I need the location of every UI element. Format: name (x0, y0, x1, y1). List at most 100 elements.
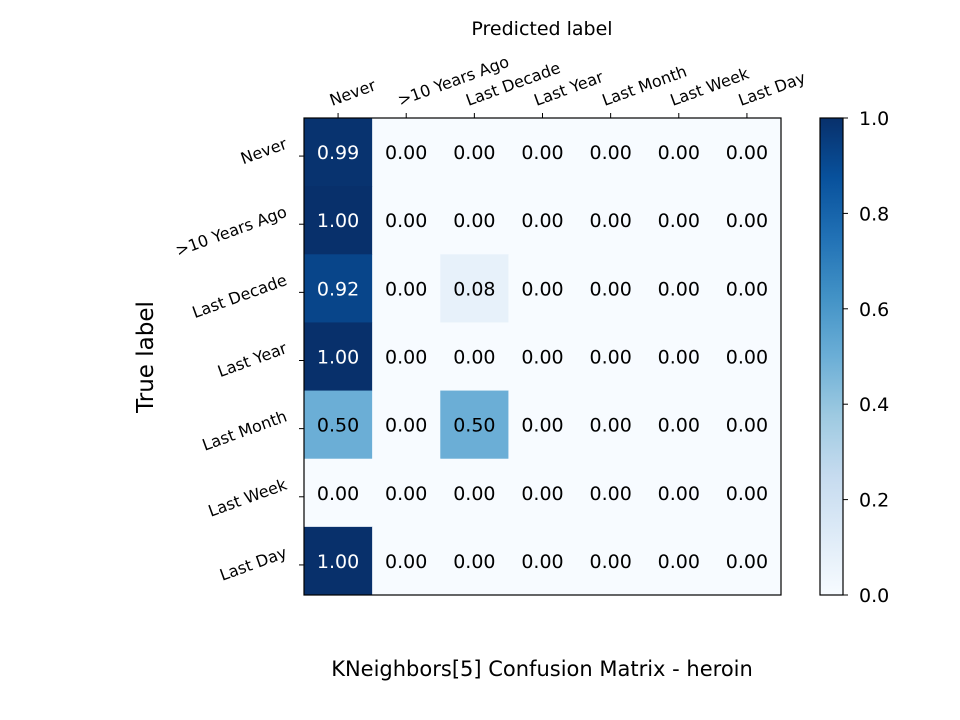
colorbar-ticks: 0.0 0.2 0.4 0.6 0.8 1.0 (843, 108, 889, 607)
cell-value-label: 0.92 (317, 278, 359, 300)
heatmap-cell (576, 458, 646, 528)
heatmap-cell (304, 118, 373, 187)
y-tick-label: Last Day (217, 543, 289, 585)
heatmap-cell (508, 458, 578, 528)
cell-value-label: 0.00 (453, 142, 495, 164)
cell-value-label: 0.00 (521, 142, 563, 164)
heatmap-cell (712, 390, 782, 460)
heatmap-cell (508, 186, 578, 255)
heatmap-cell (304, 390, 373, 460)
heatmap-cell (372, 186, 441, 255)
cell-value-label: 0.00 (453, 551, 495, 573)
heatmap-cell (372, 118, 441, 187)
cell-value-label: 0.00 (385, 551, 427, 573)
heatmap-cell (440, 254, 509, 323)
heatmap-cell (644, 458, 714, 528)
colorbar-tick-label: 0.6 (859, 299, 889, 321)
y-tick-label: Last Decade (190, 270, 290, 322)
heatmap-cell (644, 390, 714, 460)
cell-value-label: 0.00 (589, 278, 631, 300)
cell-value-label: 0.00 (726, 210, 768, 232)
colorbar-tick-label: 0.2 (859, 490, 889, 512)
cell-value-label: 0.50 (453, 415, 495, 437)
colorbar-frame (819, 117, 844, 596)
heatmap-cell (508, 118, 578, 187)
heatmap-cell (508, 254, 578, 323)
colorbar (820, 118, 843, 595)
cell-value-label: 0.00 (385, 483, 427, 505)
y-axis-ticks: Never >10 Years Ago Last Decade Last Year La… (173, 134, 304, 585)
cell-value-label: 0.00 (726, 483, 768, 505)
cell-value-label: 0.00 (658, 142, 700, 164)
heatmap-cell (440, 458, 509, 528)
chart-title: KNeighbors[5] Confusion Matrix - heroin (331, 657, 753, 681)
heatmap-cell (712, 526, 782, 596)
cell-value-label: 0.00 (658, 483, 700, 505)
heatmap-cell (304, 526, 373, 596)
y-tick-label: Never (238, 134, 290, 168)
y-tick-label: >10 Years Ago (173, 202, 289, 260)
cell-value-label: 0.00 (521, 551, 563, 573)
cell-value-label: 0.00 (589, 142, 631, 164)
colorbar-tick-label: 1.0 (859, 108, 889, 130)
cell-value-label: 0.00 (726, 278, 768, 300)
heatmap-cell (372, 390, 441, 460)
heatmap-cell (644, 322, 714, 392)
x-axis-title: Predicted label (471, 18, 612, 40)
heatmap-cell (440, 118, 509, 187)
cell-value-label: 0.00 (726, 551, 768, 573)
cell-value-label: 0.00 (726, 415, 768, 437)
cell-value-label: 0.00 (726, 347, 768, 369)
heatmap-cell (576, 526, 646, 596)
cell-value-label: 1.00 (317, 551, 359, 573)
cell-value-label: 0.08 (453, 278, 495, 300)
y-axis-title: True label (133, 301, 159, 414)
cell-value-label: 0.00 (658, 278, 700, 300)
cell-value-label: 0.00 (589, 551, 631, 573)
heatmap-cell (304, 186, 373, 255)
cell-value-label: 0.00 (453, 483, 495, 505)
heatmap-cell (372, 322, 441, 392)
cell-value-label: 0.00 (385, 415, 427, 437)
colorbar-tick-label: 0.8 (859, 203, 889, 225)
cell-value-label: 0.00 (658, 347, 700, 369)
heatmap-cell (712, 118, 782, 187)
cell-value-label: 0.99 (317, 142, 359, 164)
cell-value-label: 0.00 (521, 347, 563, 369)
cell-value-label: 0.00 (658, 210, 700, 232)
y-tick-label: Last Week (206, 474, 290, 520)
heatmap-cell (440, 186, 509, 255)
heatmap-cell (440, 322, 509, 392)
heatmap-cell (304, 458, 373, 528)
heatmap-cell (372, 254, 441, 323)
heatmap-cell (712, 458, 782, 528)
heatmap-cell (304, 254, 373, 323)
cell-value-label: 1.00 (317, 347, 359, 369)
heatmap-cells (304, 118, 782, 596)
heatmap-cell (576, 118, 646, 187)
heatmap-cell (372, 458, 441, 528)
cell-value-label: 0.00 (317, 483, 359, 505)
cell-value-label: 0.00 (589, 415, 631, 437)
heatmap-cell (304, 322, 373, 392)
cell-value-label: 0.00 (385, 142, 427, 164)
y-tick-label: Last Month (200, 407, 290, 455)
heatmap-cell (440, 526, 509, 596)
heatmap-cell (576, 322, 646, 392)
cell-value-label: 0.00 (589, 483, 631, 505)
heatmap-cell (644, 186, 714, 255)
cell-value-label: 0.00 (453, 210, 495, 232)
heatmap-cell (644, 254, 714, 323)
heatmap-cell (712, 322, 782, 392)
cell-value-label: 0.00 (521, 210, 563, 232)
cell-value-label: 0.00 (385, 210, 427, 232)
cell-value-label: 0.00 (658, 415, 700, 437)
colorbar-tick-label: 0.0 (859, 585, 889, 607)
cell-value-label: 0.00 (589, 210, 631, 232)
heatmap-cell (508, 390, 578, 460)
heatmap-cell (508, 526, 578, 596)
heatmap-cell (440, 390, 509, 460)
